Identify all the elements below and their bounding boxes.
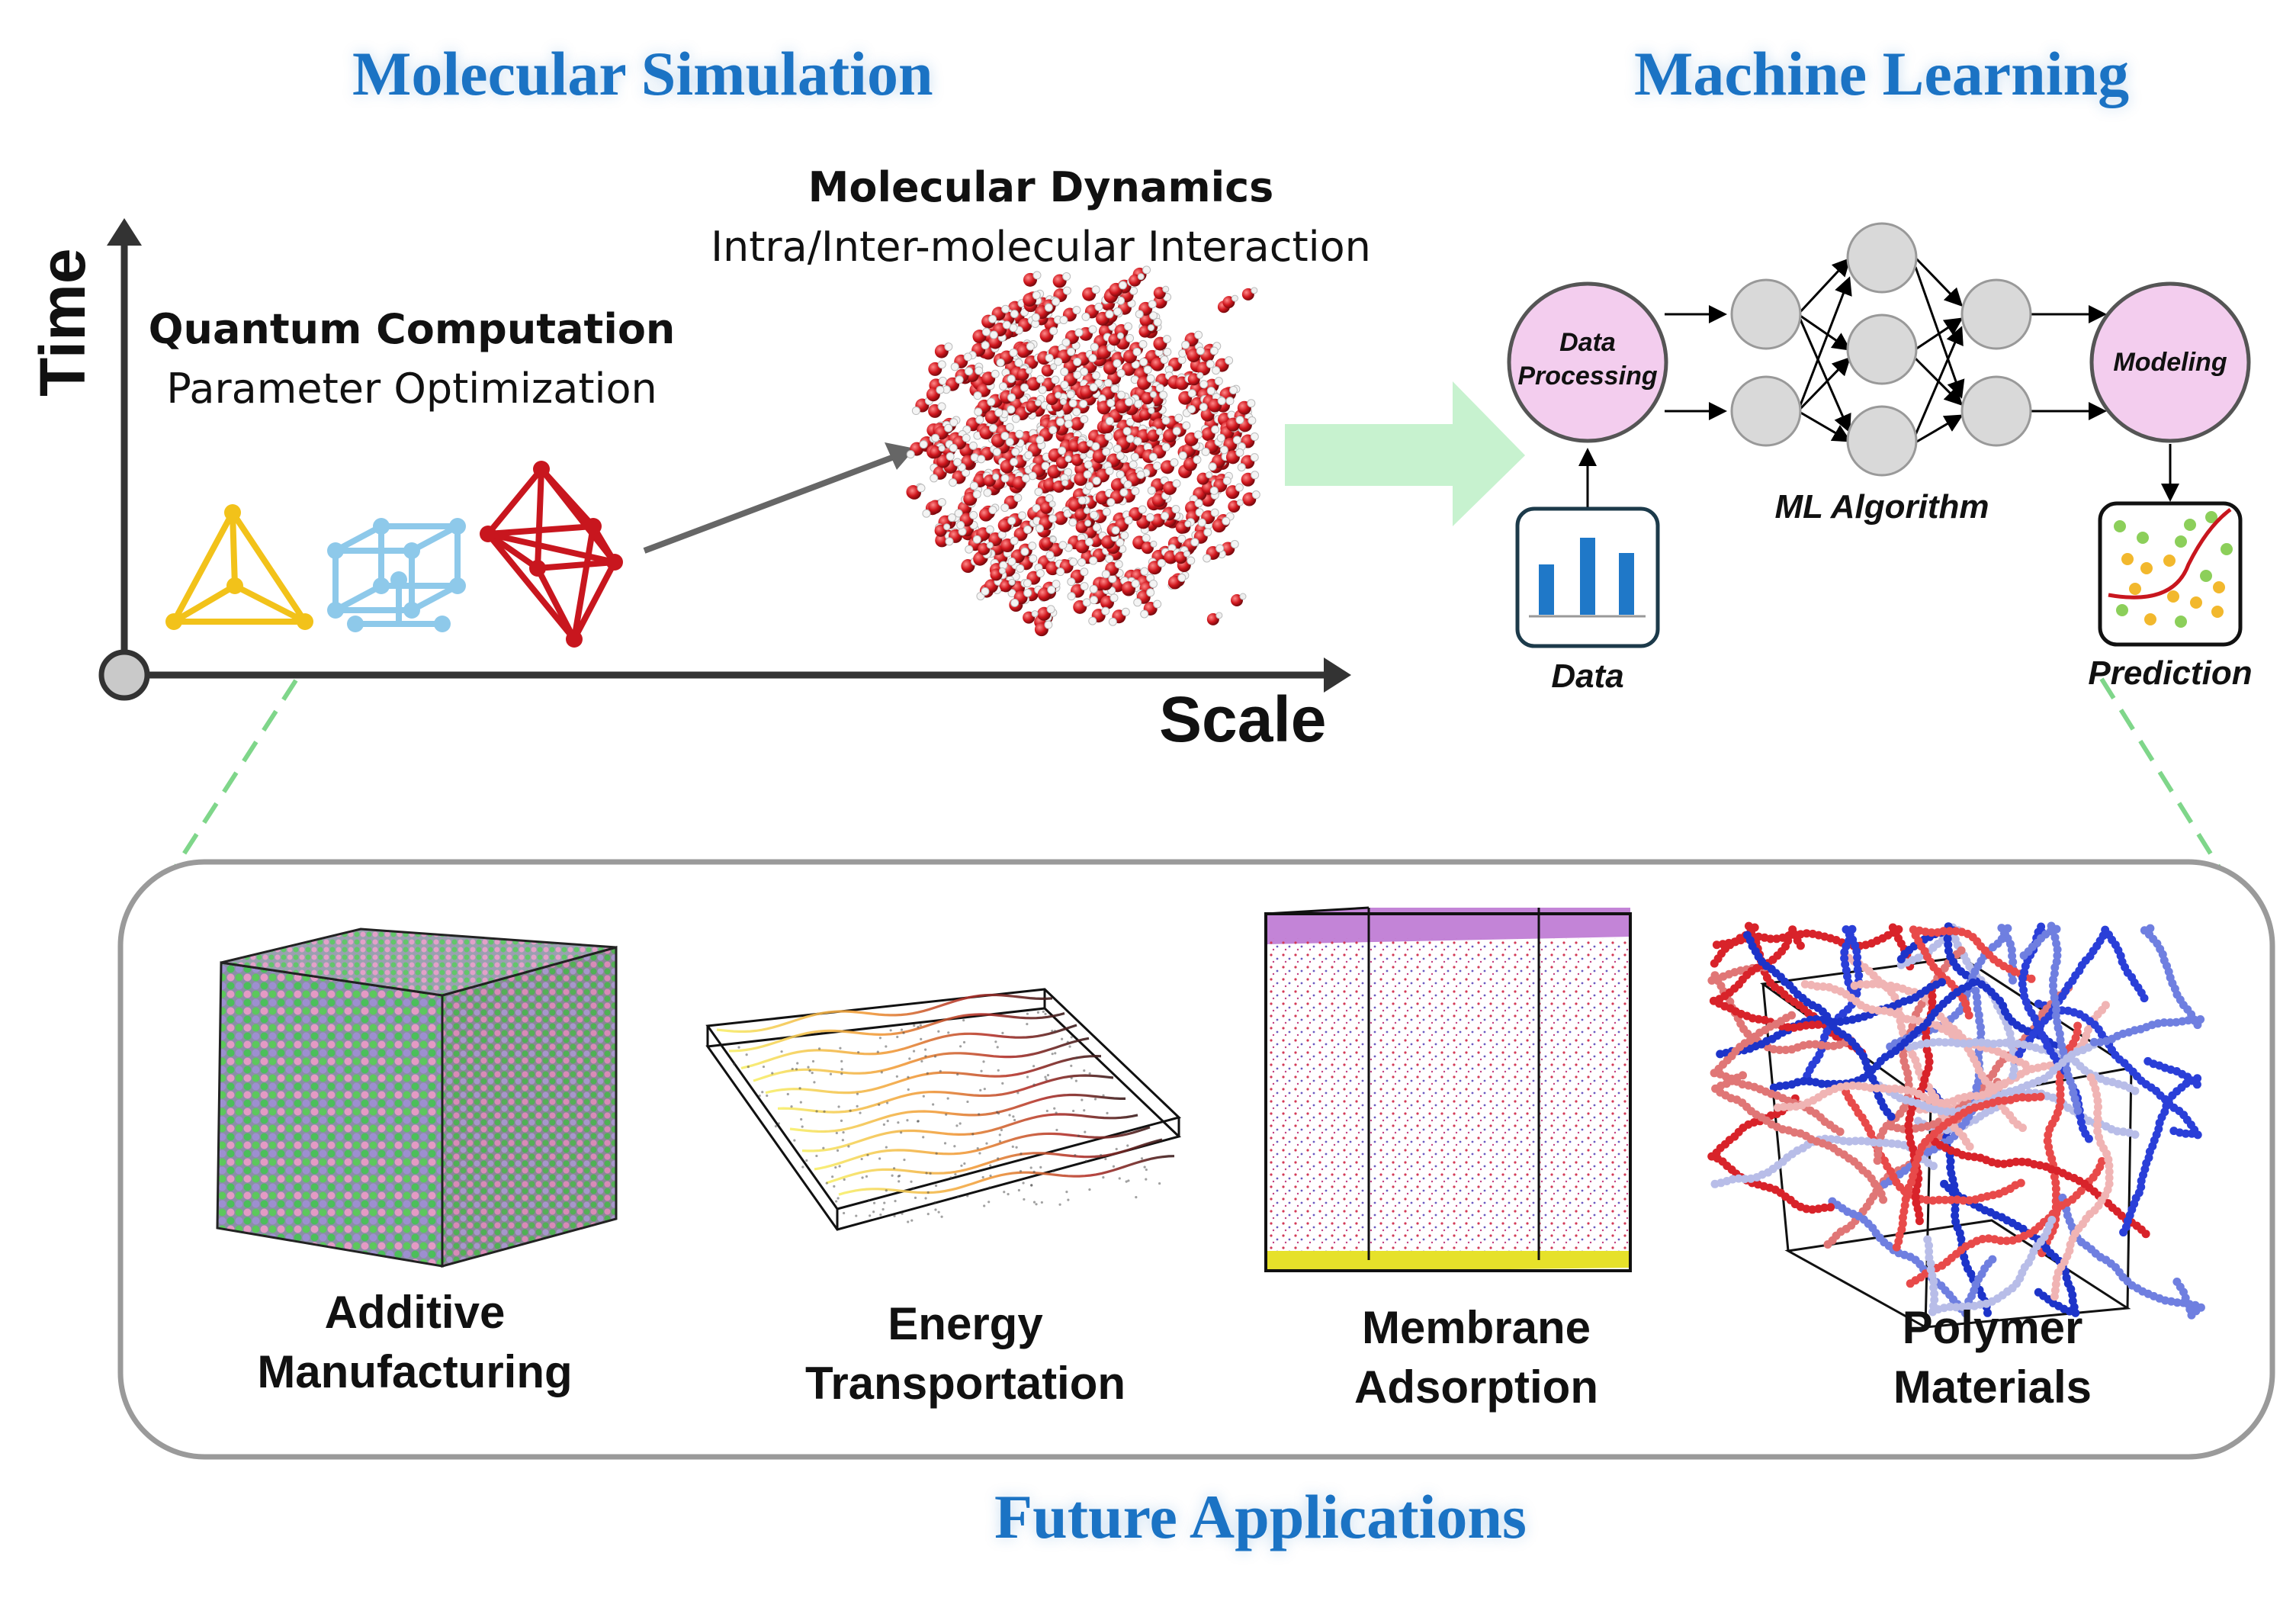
tetrahedron-icon <box>165 504 313 630</box>
application-label-energy: Energy Transportation <box>804 1298 1126 1409</box>
water-cluster <box>906 265 1260 637</box>
dashed-connector-right <box>2099 677 2223 871</box>
modeling-node <box>2089 281 2251 443</box>
application-label-polymer: Polymer Materials <box>1893 1302 2092 1413</box>
axis-origin-circle <box>98 649 150 701</box>
neural-network <box>1507 222 2251 648</box>
quantum-subtitle: Parameter Optimization <box>166 365 657 413</box>
ml-algorithm-label: ML Algorithm <box>1774 488 1989 526</box>
dashed-connector-left <box>172 679 298 871</box>
membrane-adsorption-box <box>1264 906 1632 1272</box>
hidden-node <box>1846 313 1918 385</box>
hidden-node <box>1960 278 2032 350</box>
x-axis-arrowhead <box>1324 657 1351 693</box>
octahedron-icon <box>480 461 623 648</box>
scatter-prediction-icon <box>2098 501 2243 647</box>
data-processing-node <box>1507 281 1668 443</box>
section-title-future-applications: Future Applications <box>994 1482 1527 1551</box>
md-subtitle: Intra/Inter-molecular Interaction <box>711 223 1371 271</box>
y-axis-label: Time <box>27 248 98 397</box>
hidden-node <box>1846 222 1918 294</box>
data-label: Data <box>1551 657 1624 695</box>
section-title-molecular-simulation: Molecular Simulation <box>352 39 933 108</box>
cubic-lattice-icon <box>327 518 466 632</box>
application-label-additive: Additive Manufacturing <box>257 1287 573 1397</box>
application-label-membrane: Membrane Adsorption <box>1354 1302 1598 1413</box>
scale-up-arrow <box>643 453 898 554</box>
hidden-node <box>1846 405 1918 477</box>
polymer-materials-chains <box>1707 921 2205 1329</box>
hidden-node <box>1730 375 1802 447</box>
energy-transport-sheet <box>705 988 1181 1231</box>
quantum-title: Quantum Computation <box>148 305 676 353</box>
hidden-node <box>1960 375 2032 447</box>
y-axis-arrowhead <box>107 218 142 246</box>
simulation-to-ml-arrow <box>1285 381 1525 526</box>
modeling-label: Modeling <box>2113 348 2227 377</box>
hidden-node <box>1730 278 1802 350</box>
bar-chart-icon <box>1515 506 1660 648</box>
section-title-machine-learning: Machine Learning <box>1634 39 2130 108</box>
scale-up-arrowhead <box>885 442 915 470</box>
x-axis-label: Scale <box>1159 683 1327 755</box>
md-title: Molecular Dynamics <box>808 163 1274 211</box>
prediction-label: Prediction <box>2088 654 2253 692</box>
data-processing-label: Data Processing <box>1517 328 1658 391</box>
additive-manufacturing-cube <box>216 927 618 1268</box>
time-scale-axes <box>98 218 1351 701</box>
